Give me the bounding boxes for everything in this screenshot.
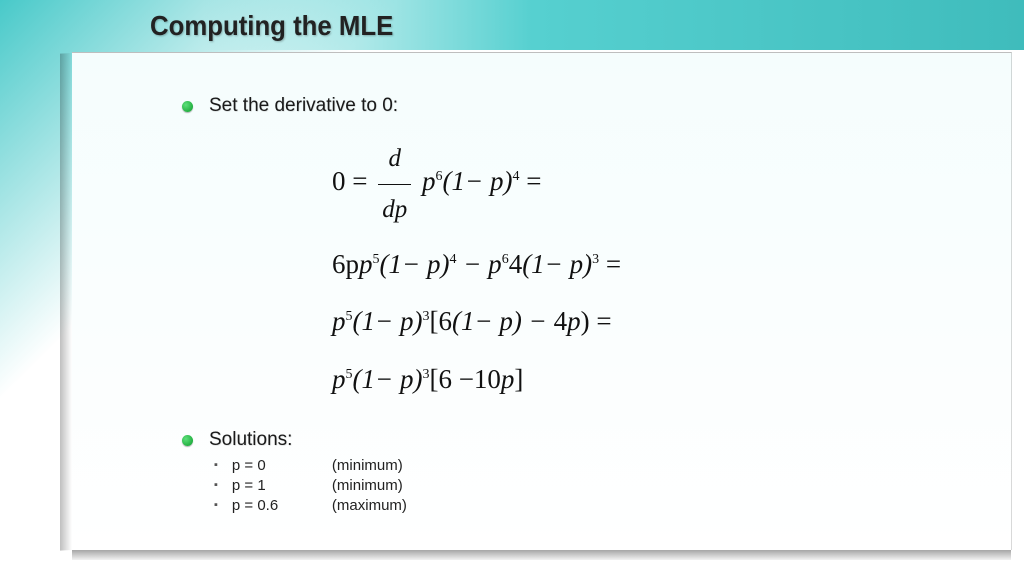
- math-derivation: 0 = ddp p6(1− p)4 = 6pp5(1− p)4 − p64(1−…: [332, 135, 961, 405]
- fraction: ddp: [378, 135, 411, 233]
- solution-note: (maximum): [332, 497, 407, 514]
- bullet-solutions: Solutions:: [182, 429, 961, 451]
- square-bullet-icon: ▪: [214, 459, 218, 471]
- square-bullet-icon: ▪: [214, 479, 218, 491]
- bullet-dot-icon: [182, 435, 193, 446]
- math-line-2: 6pp5(1− p)4 − p64(1− p)3 =: [332, 239, 961, 290]
- solution-item: ▪ p = 1 (minimum): [214, 477, 961, 494]
- bullet-text: Set the derivative to 0:: [209, 95, 398, 117]
- slide-background: Computing the MLE Set the derivative to …: [0, 0, 1024, 576]
- slide-title: Computing the MLE: [150, 10, 393, 42]
- solution-value: p = 0: [232, 457, 332, 474]
- bullet-dot-icon: [182, 101, 193, 112]
- solution-value: p = 1: [232, 477, 332, 494]
- bullet-text: Solutions:: [209, 429, 292, 451]
- solutions-list: ▪ p = 0 (minimum) ▪ p = 1 (minimum) ▪ p …: [214, 457, 961, 514]
- math-line-4: p5(1− p)3[6 −10p]: [332, 354, 961, 405]
- solution-item: ▪ p = 0.6 (maximum): [214, 497, 961, 514]
- math-line-1: 0 = ddp p6(1− p)4 =: [332, 135, 961, 233]
- solution-note: (minimum): [332, 457, 403, 474]
- content-panel: Set the derivative to 0: 0 = ddp p6(1− p…: [72, 52, 1012, 550]
- math-line-3: p5(1− p)3[6(1− p) − 4p) =: [332, 296, 961, 347]
- bullet-derivative: Set the derivative to 0:: [182, 95, 961, 117]
- square-bullet-icon: ▪: [214, 499, 218, 511]
- slide-body: Set the derivative to 0: 0 = ddp p6(1− p…: [72, 53, 1011, 537]
- solution-item: ▪ p = 0 (minimum): [214, 457, 961, 474]
- solution-value: p = 0.6: [232, 497, 332, 514]
- solution-note: (minimum): [332, 477, 403, 494]
